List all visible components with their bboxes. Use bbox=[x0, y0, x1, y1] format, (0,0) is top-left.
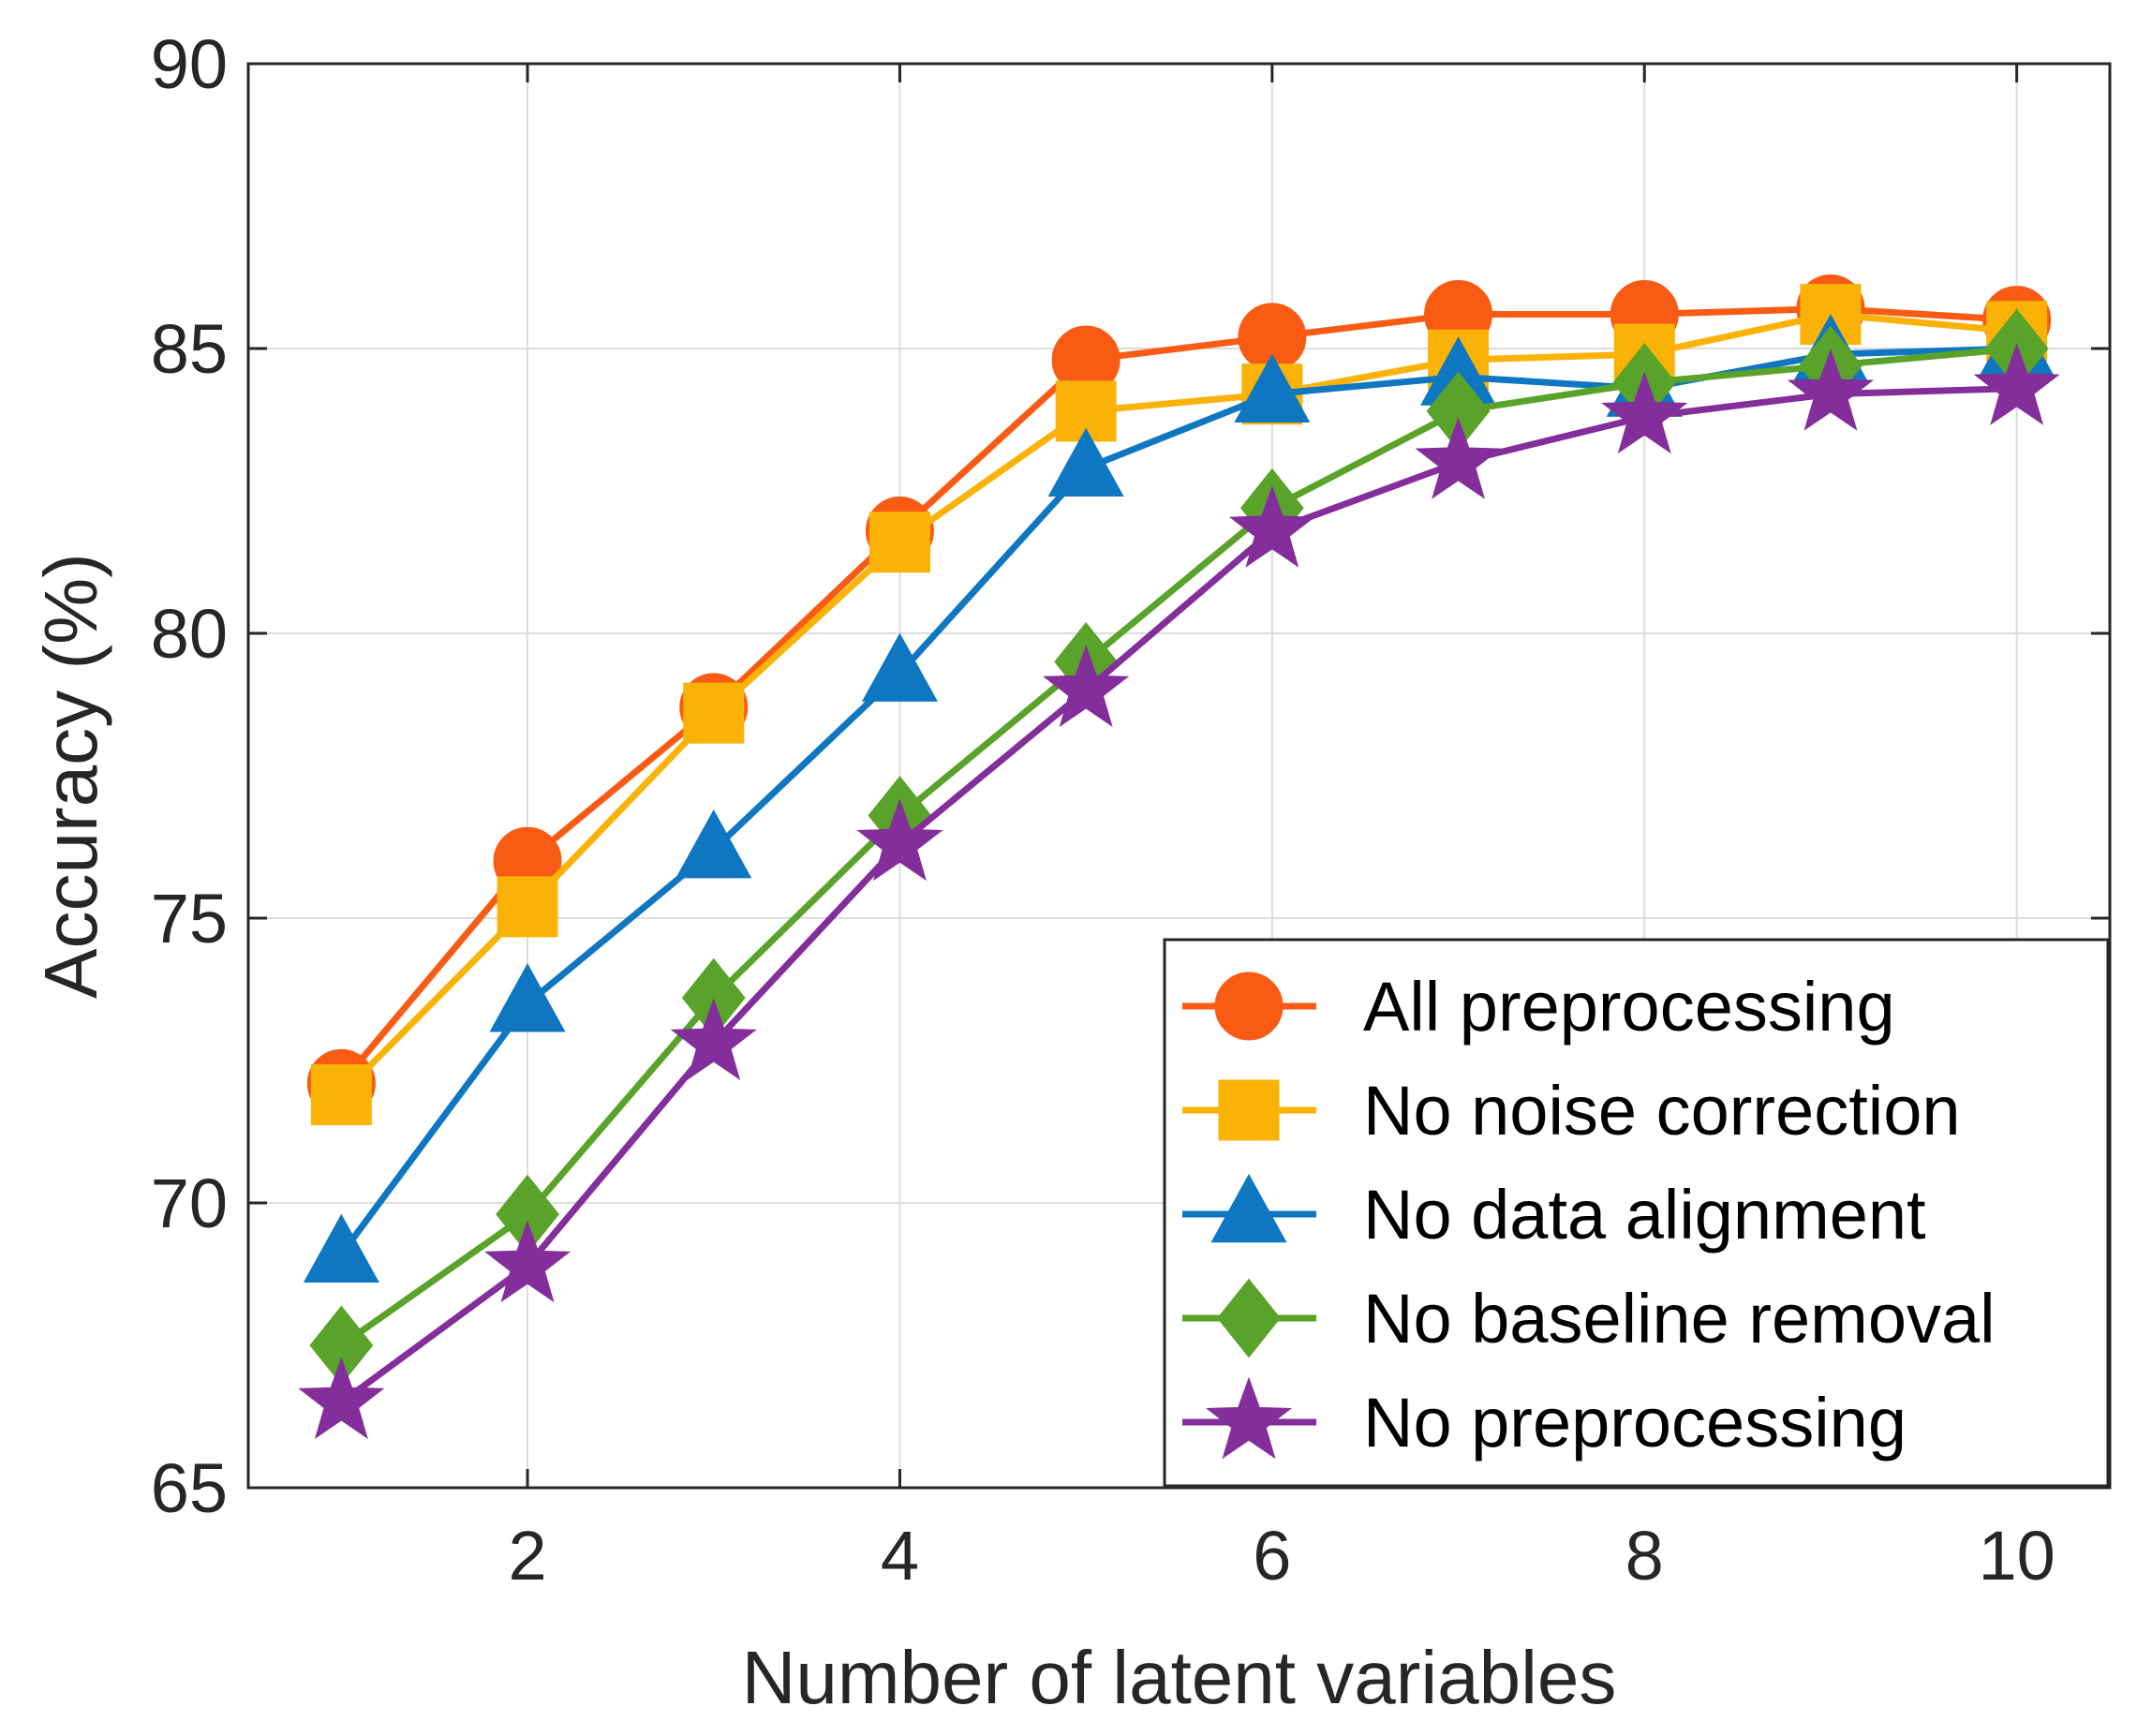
data-point-star bbox=[856, 798, 943, 882]
axis-ticks: 2 4 6 8 10 65 70 75 80 85 90 bbox=[151, 25, 2110, 1595]
plot-area-frame bbox=[246, 62, 2112, 1490]
data-point-star bbox=[298, 1357, 385, 1439]
legend-marker-circle bbox=[1214, 972, 1284, 1041]
data-point-triangle bbox=[489, 963, 566, 1032]
data-point-triangle bbox=[1234, 353, 1311, 423]
data-point-square bbox=[683, 682, 745, 744]
data-point-star bbox=[1228, 485, 1315, 568]
legend-label: No baseline removal bbox=[1363, 1280, 1996, 1358]
series-line-no-noise-correction bbox=[338, 311, 2017, 1097]
y-tick-label: 65 bbox=[151, 1449, 228, 1527]
legend-marker-triangle bbox=[1210, 1173, 1287, 1243]
data-point-star bbox=[670, 998, 757, 1080]
data-point-star bbox=[1415, 417, 1502, 499]
legend-marker-square bbox=[1218, 1079, 1280, 1141]
series-line-all-preprocessing bbox=[338, 304, 2017, 1086]
data-point-star bbox=[483, 1220, 571, 1303]
data-point-square bbox=[497, 876, 558, 938]
y-tick-label: 90 bbox=[151, 25, 228, 103]
y-tick-label: 70 bbox=[151, 1165, 228, 1242]
x-axis-label: Number of latent variables bbox=[742, 1636, 1617, 1719]
data-point-triangle bbox=[861, 632, 938, 702]
series-line-no-baseline-removal bbox=[339, 345, 2017, 1348]
series-line-no-preprocessing bbox=[339, 385, 2017, 1405]
data-point-star bbox=[1973, 343, 2060, 425]
y-axis-label: Accuracy (%) bbox=[29, 553, 112, 999]
data-point-triangle bbox=[675, 809, 752, 879]
legend-marker-diamond bbox=[1217, 1278, 1281, 1358]
data-point-triangle bbox=[1047, 427, 1124, 497]
y-tick-label: 85 bbox=[151, 310, 228, 388]
data-point-star bbox=[1601, 371, 1688, 454]
x-tick-label: 10 bbox=[1978, 1517, 2055, 1595]
legend-marker-star bbox=[1205, 1376, 1293, 1460]
x-tick-label: 8 bbox=[1625, 1517, 1664, 1595]
legend-label: No preprocessing bbox=[1363, 1384, 1907, 1462]
legend-item: No baseline removal bbox=[1182, 1278, 1996, 1358]
legend-label: No data alignment bbox=[1363, 1176, 1926, 1254]
legend-item: All preprocessing bbox=[1182, 968, 1895, 1046]
data-point-square bbox=[868, 512, 930, 573]
legend-box bbox=[1163, 938, 2110, 1488]
x-tick-label: 2 bbox=[508, 1517, 546, 1595]
y-tick-label: 75 bbox=[151, 880, 228, 957]
x-tick-label: 6 bbox=[1253, 1517, 1291, 1595]
legend: All preprocessing No noise correction No d… bbox=[1163, 938, 2110, 1488]
series-layer bbox=[298, 274, 2060, 1439]
data-point-star bbox=[1043, 645, 1130, 727]
legend-item: No data alignment bbox=[1182, 1173, 1926, 1254]
x-tick-label: 4 bbox=[881, 1517, 919, 1595]
series-no-preprocessing bbox=[298, 343, 2060, 1439]
legend-label: All preprocessing bbox=[1363, 968, 1895, 1046]
data-point-triangle bbox=[303, 1213, 379, 1283]
data-point-square bbox=[310, 1063, 372, 1125]
y-tick-label: 80 bbox=[151, 595, 228, 673]
legend-item: No preprocessing bbox=[1182, 1376, 1907, 1462]
legend-item: No noise correction bbox=[1182, 1072, 1961, 1150]
legend-label: No noise correction bbox=[1363, 1072, 1961, 1150]
data-point-star bbox=[1787, 349, 1875, 431]
